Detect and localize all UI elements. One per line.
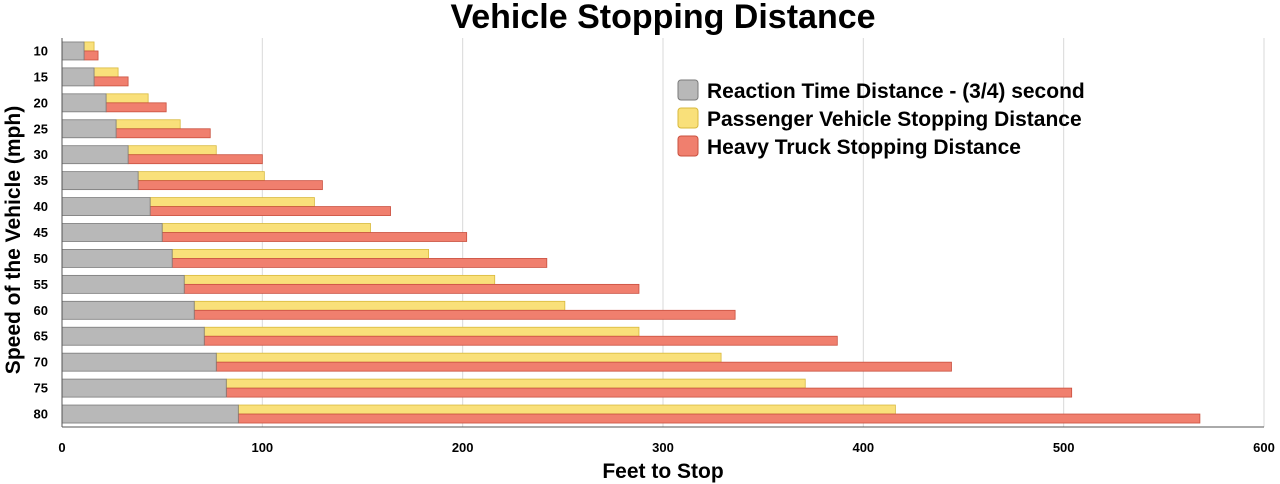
legend-passenger-label: Passenger Vehicle Stopping Distance	[707, 108, 1082, 131]
y-tick-label: 40	[34, 199, 48, 214]
y-tick-label: 30	[34, 147, 48, 162]
legend-reaction-swatch	[677, 79, 699, 101]
reaction-distance-bar	[61, 171, 139, 191]
y-tick-label: 45	[34, 225, 48, 240]
reaction-distance-bar	[61, 145, 129, 165]
legend-truck-swatch	[677, 135, 699, 157]
passenger-stopping-bar	[83, 41, 95, 52]
passenger-stopping-bar	[237, 404, 896, 415]
reaction-distance-bar	[61, 93, 107, 113]
passenger-stopping-bar	[193, 300, 566, 311]
passenger-stopping-bar	[93, 67, 119, 78]
passenger-stopping-bar	[127, 145, 217, 156]
passenger-stopping-bar	[161, 223, 371, 233]
truck-stopping-bar	[149, 206, 391, 216]
reaction-distance-bar	[61, 41, 85, 61]
reaction-distance-bar	[61, 404, 239, 424]
y-tick-label: 75	[34, 381, 48, 396]
x-tick-label: 300	[652, 440, 674, 455]
y-tick-label: 50	[34, 251, 48, 266]
truck-stopping-bar	[171, 258, 548, 268]
reaction-distance-bar	[61, 326, 205, 346]
legend-reaction-label: Reaction Time Distance - (3/4) second	[707, 80, 1085, 103]
y-tick-label: 25	[34, 121, 48, 136]
y-tick-label: 10	[34, 43, 48, 58]
reaction-distance-bar	[61, 197, 151, 216]
truck-stopping-bar	[127, 154, 263, 165]
y-tick-label: 35	[34, 173, 48, 188]
chart-title: Vehicle Stopping Distance	[450, 0, 875, 36]
passenger-stopping-bar	[105, 93, 149, 104]
legend-passenger-swatch	[677, 107, 699, 129]
x-tick-label: 100	[251, 440, 273, 455]
x-tick-label: 400	[852, 440, 874, 455]
passenger-stopping-bar	[215, 352, 722, 363]
truck-stopping-bar	[225, 387, 1073, 398]
truck-stopping-bar	[183, 283, 640, 294]
truck-stopping-bar	[105, 102, 167, 113]
axes-layer: 0 100 200 300 400 500 600 10 15 20 25 30 35 40 45 50 55 6…	[34, 38, 1275, 455]
x-tick-label: 500	[1053, 440, 1075, 455]
truck-stopping-bar	[137, 180, 323, 191]
passenger-stopping-bar	[137, 171, 265, 182]
bars-layer	[61, 41, 1201, 424]
y-tick-label: 15	[34, 69, 48, 84]
legend: Reaction Time Distance - (3/4) second Pas…	[677, 79, 1085, 159]
reaction-distance-bar	[61, 119, 117, 139]
truck-stopping-bar	[193, 309, 736, 320]
truck-stopping-bar	[215, 361, 952, 372]
truck-stopping-bar	[83, 50, 99, 61]
reaction-distance-bar	[61, 378, 227, 398]
reaction-distance-bar	[61, 223, 163, 242]
reaction-distance-bar	[61, 67, 95, 87]
reaction-distance-bar	[61, 300, 195, 320]
legend-truck-label: Heavy Truck Stopping Distance	[707, 136, 1021, 159]
truck-stopping-bar	[161, 232, 468, 242]
passenger-stopping-bar	[225, 378, 806, 389]
y-axis-title: Speed of the Vehicle (mph)	[2, 106, 25, 374]
x-axis-title: Feet to Stop	[602, 460, 723, 483]
truck-stopping-bar	[237, 413, 1201, 424]
reaction-distance-bar	[61, 249, 173, 268]
passenger-stopping-bar	[115, 119, 181, 130]
passenger-stopping-bar	[183, 274, 496, 285]
reaction-distance-bar	[61, 352, 217, 372]
truck-stopping-bar	[93, 76, 129, 87]
passenger-stopping-bar	[149, 197, 315, 207]
passenger-stopping-bar	[171, 249, 430, 259]
reaction-distance-bar	[61, 274, 185, 294]
truck-stopping-bar	[203, 335, 838, 346]
passenger-stopping-bar	[203, 326, 640, 337]
y-tick-label: 60	[34, 303, 48, 318]
y-tick-label: 65	[34, 329, 48, 344]
x-tick-label: 0	[58, 440, 65, 455]
x-tick-label: 600	[1253, 440, 1275, 455]
y-tick-label: 55	[34, 277, 48, 292]
y-tick-label: 70	[34, 355, 48, 370]
y-tick-label: 80	[34, 407, 48, 422]
x-tick-label: 200	[452, 440, 474, 455]
y-tick-label: 20	[34, 95, 48, 110]
truck-stopping-bar	[115, 128, 211, 139]
